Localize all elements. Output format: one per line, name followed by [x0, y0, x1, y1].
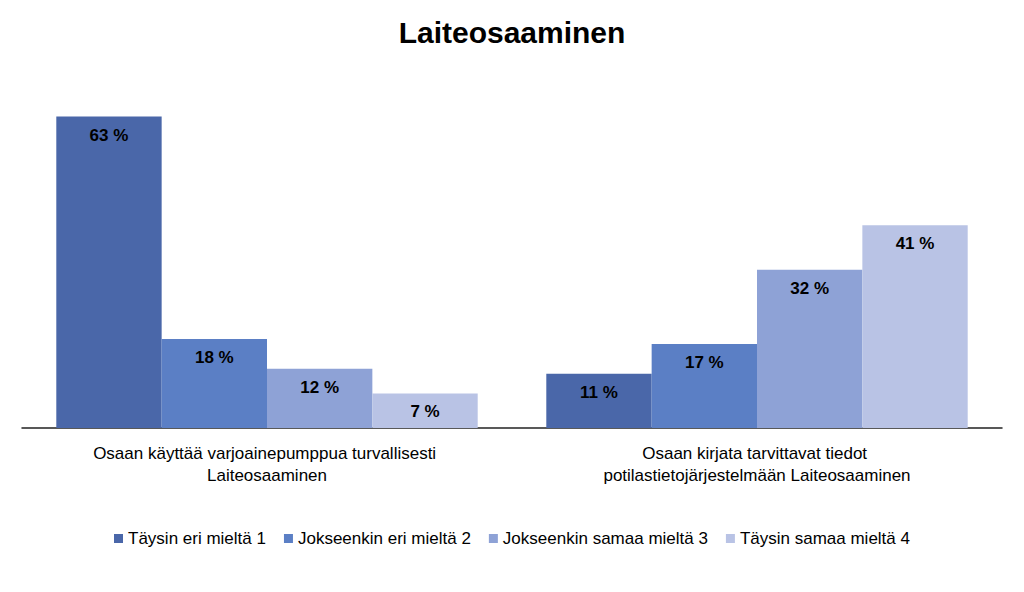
- svg-text:Täysin samaa mieltä 4: Täysin samaa mieltä 4: [740, 529, 910, 548]
- svg-text:Osaan kirjata tarvittavat tied: Osaan kirjata tarvittavat tiedot: [642, 444, 872, 463]
- svg-text:Jokseenkin samaa mieltä 3: Jokseenkin samaa mieltä 3: [503, 529, 708, 548]
- svg-text:32 %: 32 %: [790, 279, 829, 298]
- svg-text:potilastietojärjestelmään Lait: potilastietojärjestelmään Laiteosaaminen: [603, 466, 910, 485]
- svg-text:11 %: 11 %: [580, 383, 618, 402]
- svg-text:12 %: 12 %: [300, 378, 339, 397]
- svg-text:7 %: 7 %: [410, 402, 439, 421]
- svg-text:63 %: 63 %: [90, 126, 129, 145]
- svg-text:Täysin eri mieltä 1: Täysin eri mieltä 1: [128, 529, 266, 548]
- svg-text:18 %: 18 %: [195, 348, 234, 367]
- svg-text:17 %: 17 %: [685, 353, 724, 372]
- svg-text:41 %: 41 %: [896, 234, 935, 253]
- svg-text:Laiteosaaminen: Laiteosaaminen: [399, 16, 626, 49]
- svg-text:Laiteosaaminen: Laiteosaaminen: [207, 466, 327, 485]
- svg-text:Jokseenkin eri mieltä 2: Jokseenkin eri mieltä 2: [298, 529, 471, 548]
- svg-text:Osaan käyttää varjoainepumppua: Osaan käyttää varjoainepumppua turvallis…: [93, 444, 441, 463]
